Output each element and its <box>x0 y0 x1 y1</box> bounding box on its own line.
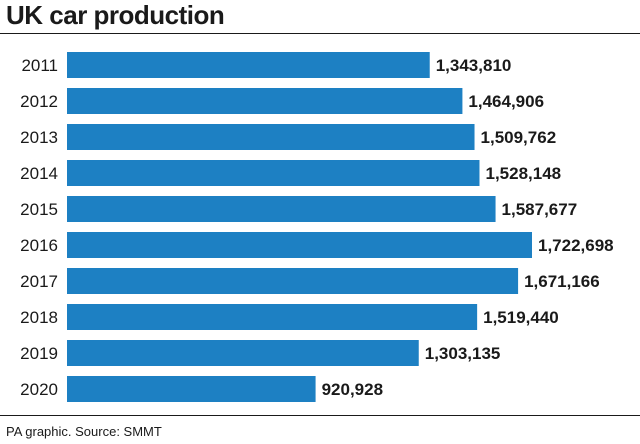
source-note: PA graphic. Source: SMMT <box>6 424 162 439</box>
bar <box>67 232 532 258</box>
category-label: 2017 <box>20 272 58 291</box>
bar <box>67 88 463 114</box>
category-label: 2011 <box>21 56 58 75</box>
data-label: 1,519,440 <box>483 308 559 327</box>
data-label: 1,671,166 <box>524 272 600 291</box>
bar <box>67 376 316 402</box>
category-label: 2013 <box>20 128 58 147</box>
bar <box>67 304 478 330</box>
bar <box>67 52 430 78</box>
data-label: 1,528,148 <box>485 164 561 183</box>
category-label: 2016 <box>20 236 58 255</box>
data-label: 1,722,698 <box>538 236 614 255</box>
bar <box>67 268 519 294</box>
chart-title: UK car production <box>6 0 225 30</box>
data-label: 1,303,135 <box>425 344 501 363</box>
category-label: 2018 <box>20 308 58 327</box>
bar <box>67 124 475 150</box>
category-label: 2014 <box>20 164 58 183</box>
bar <box>67 196 496 222</box>
category-label: 2020 <box>20 380 58 399</box>
data-label: 1,587,677 <box>502 200 578 219</box>
category-label: 2012 <box>20 92 58 111</box>
data-label: 1,509,762 <box>481 128 557 147</box>
bar <box>67 340 419 366</box>
footer-divider <box>0 415 640 416</box>
data-label: 1,464,906 <box>468 92 544 111</box>
category-label: 2019 <box>20 344 58 363</box>
category-label: 2015 <box>20 200 58 219</box>
data-label: 1,343,810 <box>436 56 512 75</box>
title-divider <box>0 33 640 34</box>
data-label: 920,928 <box>322 380 383 399</box>
bar <box>67 160 480 186</box>
